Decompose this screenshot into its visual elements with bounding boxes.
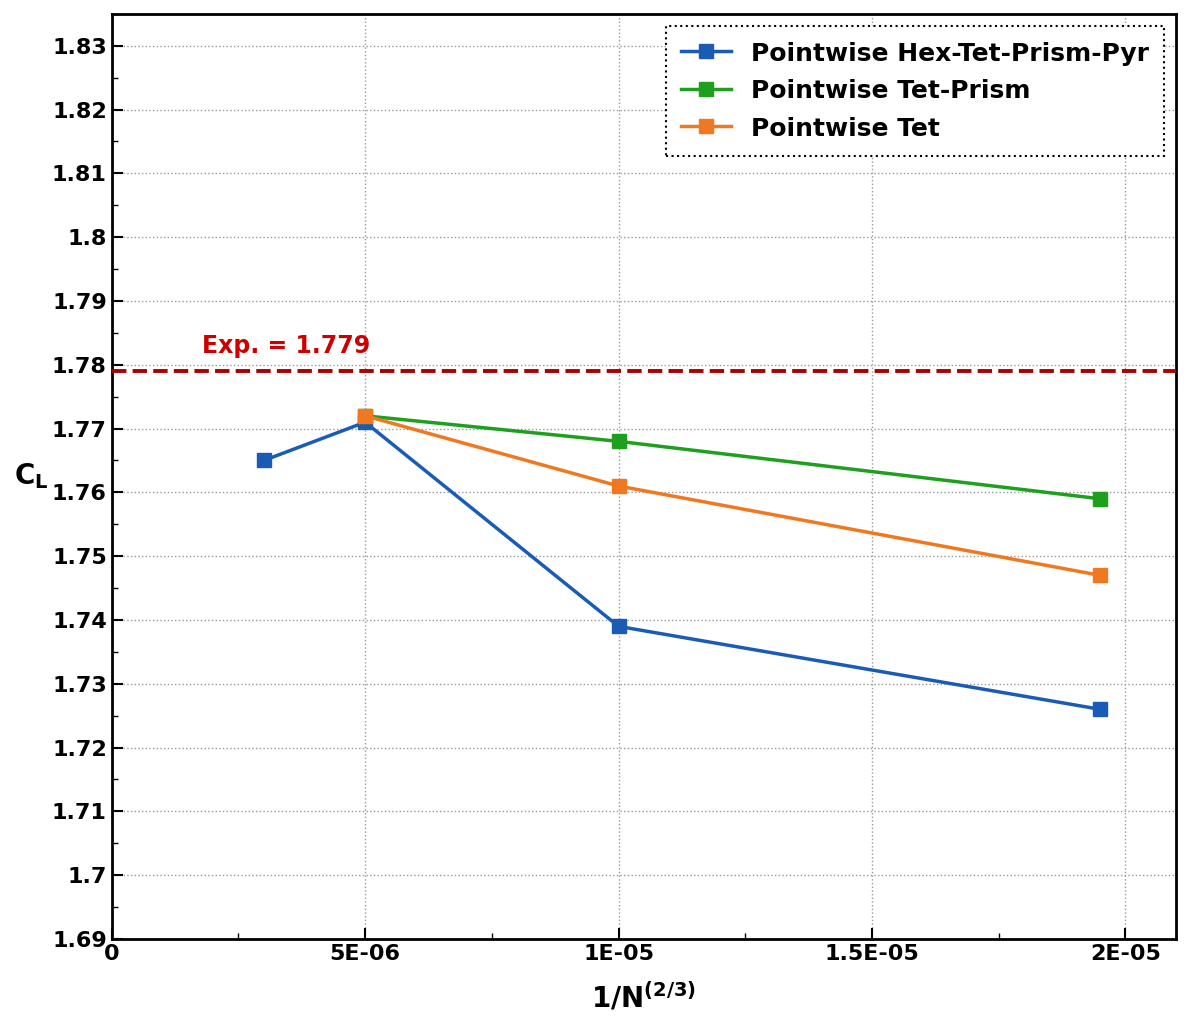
- Pointwise Hex-Tet-Prism-Pyr: [358, 416, 372, 428]
- Pointwise Tet-Prism: [358, 410, 372, 422]
- X-axis label: $\mathbf{1/N^{(2/3)}}$: $\mathbf{1/N^{(2/3)}}$: [591, 981, 696, 1013]
- Pointwise Tet-Prism: [1092, 493, 1107, 505]
- Pointwise Hex-Tet-Prism-Pyr: [1092, 703, 1107, 716]
- Pointwise Tet-Prism: [612, 435, 626, 448]
- Pointwise Tet: [1092, 569, 1107, 581]
- Line: Pointwise Hex-Tet-Prism-Pyr: Pointwise Hex-Tet-Prism-Pyr: [257, 415, 1107, 716]
- Text: Exp. = 1.779: Exp. = 1.779: [202, 335, 370, 358]
- Legend: Pointwise Hex-Tet-Prism-Pyr, Pointwise Tet-Prism, Pointwise Tet: Pointwise Hex-Tet-Prism-Pyr, Pointwise T…: [665, 27, 1164, 156]
- Pointwise Tet: [358, 410, 372, 422]
- Pointwise Tet: [612, 480, 626, 492]
- Y-axis label: $\mathbf{C_L}$: $\mathbf{C_L}$: [14, 461, 49, 491]
- Line: Pointwise Tet: Pointwise Tet: [358, 409, 1107, 582]
- Pointwise Hex-Tet-Prism-Pyr: [612, 620, 626, 633]
- Line: Pointwise Tet-Prism: Pointwise Tet-Prism: [358, 409, 1107, 505]
- Pointwise Hex-Tet-Prism-Pyr: [257, 454, 271, 466]
